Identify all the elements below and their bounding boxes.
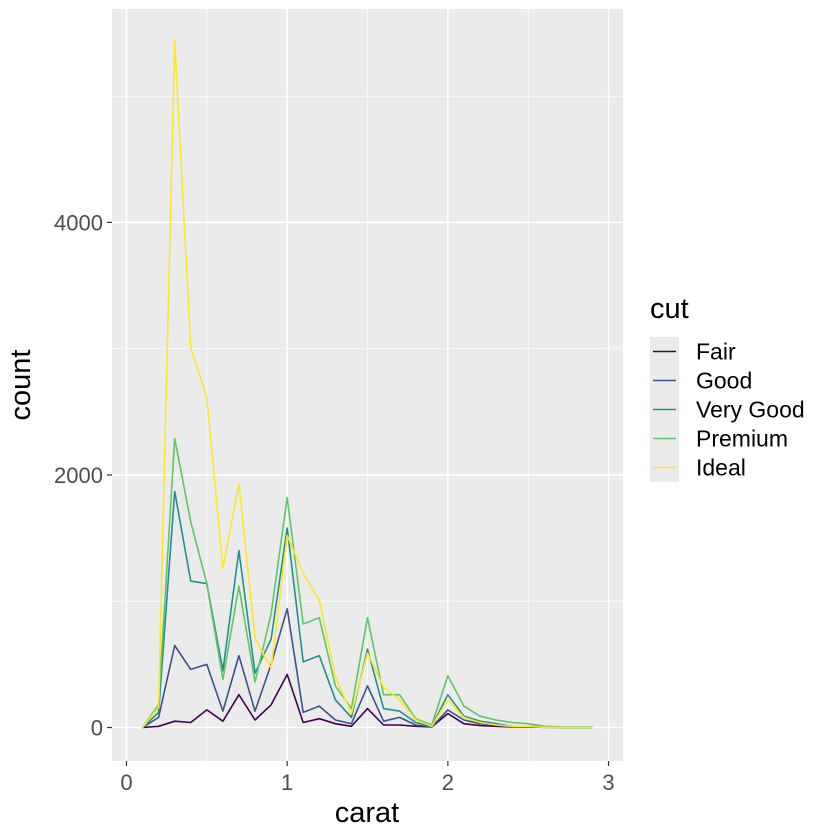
legend: cut Fair Good Very Good Premium Ideal — [650, 293, 805, 482]
x-tick-label: 1 — [281, 770, 293, 795]
legend-item: Very Good — [650, 395, 805, 424]
y-tick-label: 0 — [91, 716, 103, 741]
legend-label: Good — [696, 368, 752, 394]
x-tick-label: 3 — [602, 770, 614, 795]
x-tick-label: 0 — [120, 770, 132, 795]
legend-title: cut — [650, 293, 689, 325]
legend-item: Good — [650, 366, 752, 395]
minor-gridlines — [112, 9, 623, 761]
series-line-premium — [141, 437, 593, 728]
y-tick-label: 4000 — [54, 210, 103, 235]
legend-item: Premium — [650, 424, 788, 453]
legend-item: Ideal — [650, 453, 746, 482]
legend-label: Ideal — [696, 455, 746, 481]
x-tick-label: 2 — [442, 770, 454, 795]
axis-ticks — [107, 221, 610, 766]
y-axis-title: count — [5, 350, 37, 421]
series-line-ideal — [141, 39, 593, 729]
tick-labels: 0 1 2 3 0 2000 4000 — [54, 210, 615, 795]
legend-label: Fair — [696, 339, 736, 365]
x-axis-title: carat — [335, 797, 399, 829]
legend-item: Fair — [650, 337, 736, 366]
series-lines — [141, 39, 593, 729]
y-tick-label: 2000 — [54, 463, 103, 488]
legend-label: Very Good — [696, 397, 805, 423]
legend-label: Premium — [696, 426, 788, 452]
